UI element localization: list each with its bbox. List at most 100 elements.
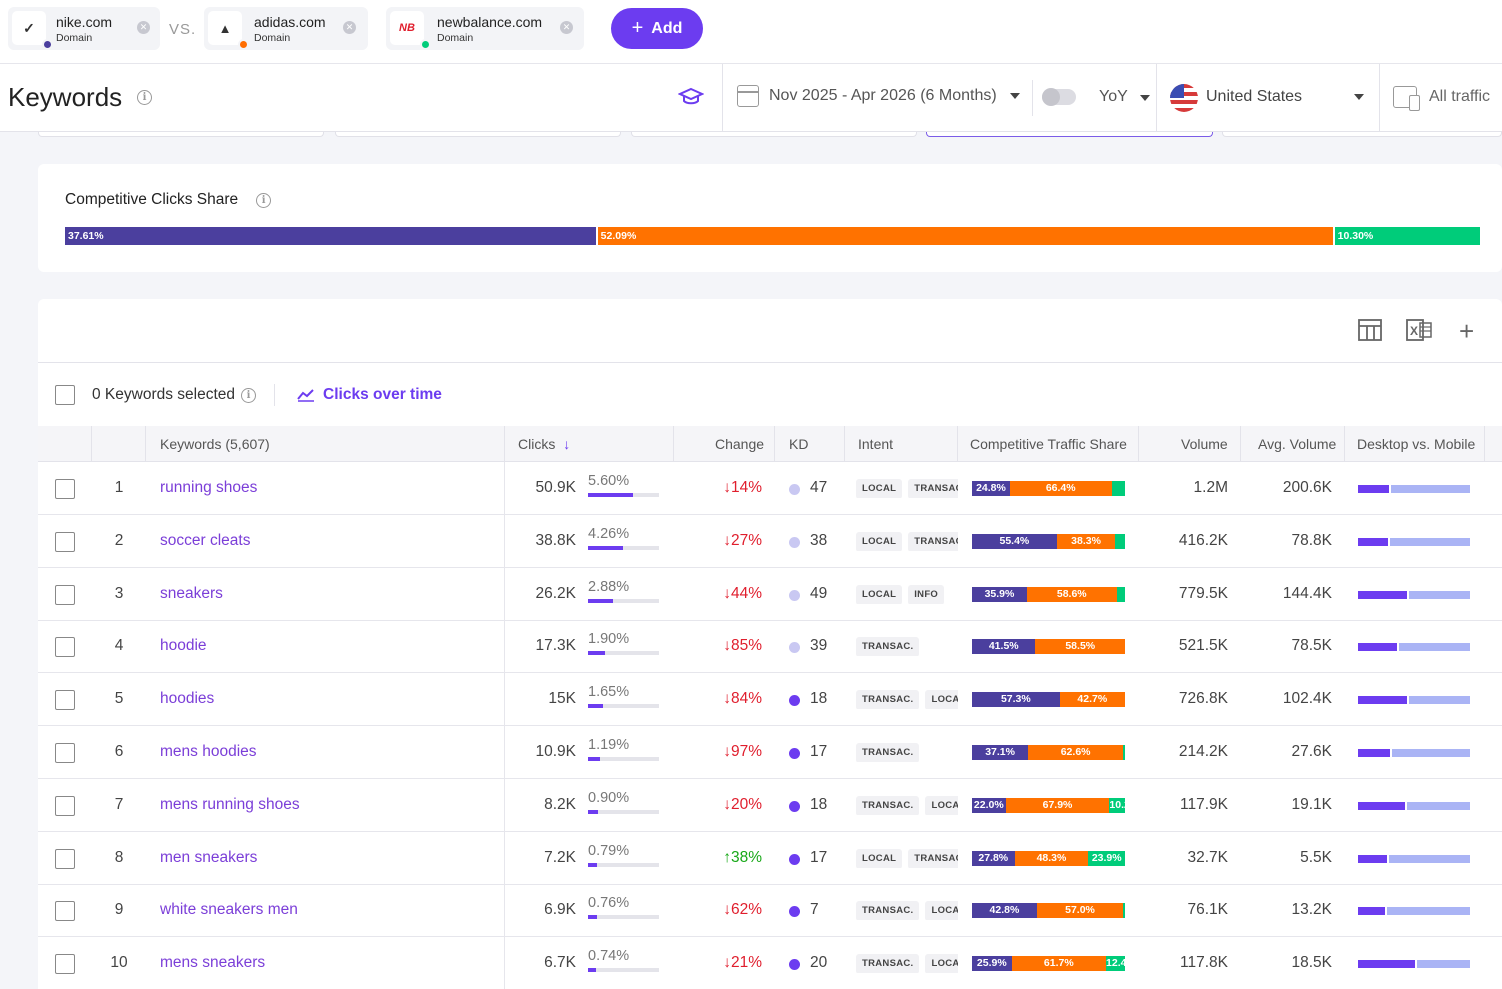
clicks-percent-bar (588, 651, 659, 656)
volume-value: 76.1K (1187, 901, 1228, 919)
keyword-link[interactable]: hoodies (160, 690, 215, 708)
excel-export-icon[interactable]: X (1406, 317, 1432, 349)
col-header-cts[interactable]: Competitive Traffic Share (970, 436, 1127, 452)
mobile-share (1417, 960, 1470, 969)
kd-value: 7 (810, 901, 819, 919)
add-domain-button[interactable]: + Add (611, 8, 703, 49)
country-label[interactable]: United States (1206, 88, 1303, 105)
mobile-share (1386, 907, 1470, 916)
keyword-link[interactable]: soccer cleats (160, 531, 251, 549)
row-checkbox[interactable] (55, 531, 75, 552)
page-title: Keywords i (8, 82, 152, 113)
remove-domain-icon[interactable]: ✕ (343, 21, 356, 34)
kd-value: 20 (810, 954, 828, 972)
date-range-picker[interactable]: Nov 2025 - Apr 2026 (6 Months) (737, 85, 1020, 107)
row-checkbox[interactable] (55, 954, 75, 975)
clicks-value: 6.9K (544, 901, 576, 919)
row-checkbox[interactable] (55, 584, 75, 605)
plus-icon[interactable]: + (1459, 316, 1475, 346)
keyword-link[interactable]: men sneakers (160, 848, 258, 866)
col-header-clicks[interactable]: Clicks ↓ (518, 436, 570, 452)
row-checkbox[interactable] (55, 690, 75, 711)
info-icon[interactable]: i (137, 90, 152, 105)
keyword-link[interactable]: sneakers (160, 584, 223, 602)
intent-badges: TRANSAC.LOCAL (856, 689, 958, 710)
kd-dot (789, 589, 800, 601)
traffic-select[interactable]: All traffic (1393, 86, 1490, 111)
change-value: ↓85% (723, 637, 762, 655)
row-number: 3 (114, 584, 124, 602)
volume-value: 416.2K (1178, 531, 1228, 549)
table-row[interactable]: 9 white sneakers men 6.9K 0.76% ↓62% 7 T… (38, 884, 1502, 938)
row-checkbox[interactable] (55, 637, 75, 658)
table-row[interactable]: 5 hoodies 15K 1.65% ↓84% 18 TRANSAC. LOCA… (38, 673, 1502, 727)
row-checkbox[interactable] (55, 479, 75, 499)
clicks-percent-fill (588, 545, 624, 550)
graduation-cap-icon[interactable] (677, 86, 705, 114)
col-header-intent[interactable]: Intent (858, 436, 894, 452)
table-row[interactable]: 3 sneakers 26.2K 2.88% ↓44% 49 LOCAL INFO… (38, 567, 1502, 621)
col-header-desktop-vs-mobile[interactable]: Desktop vs. Mobile (1357, 436, 1476, 452)
intent-badges: TRANSAC. (856, 636, 958, 657)
remove-domain-icon[interactable]: ✕ (137, 21, 150, 34)
domain-chip-nike[interactable]: ✓ nike.com Domain ✕ (8, 7, 160, 50)
clicks-over-time-button[interactable]: Clicks over time (297, 386, 442, 404)
keyword-link[interactable]: white sneakers men (160, 901, 298, 919)
intent-badge: LOCAL (856, 531, 903, 551)
cts-segment: 12.4% (1106, 956, 1125, 972)
col-header-keywords[interactable]: Keywords (5,607) (160, 436, 270, 452)
mobile-share (1392, 749, 1470, 757)
volume-value: 117.9K (1180, 795, 1228, 813)
domain-chip-adidas[interactable]: ▲ adidas.com Domain ✕ (204, 7, 368, 50)
divider (91, 426, 92, 462)
remove-domain-icon[interactable]: ✕ (560, 21, 573, 34)
intent-badge: LOCAL (925, 954, 958, 974)
cts-segment: 24.8% (972, 481, 1010, 496)
row-checkbox[interactable] (55, 848, 75, 869)
table-row[interactable]: 1 running shoes 50.9K 5.60% ↓14% 47 LOCA… (38, 462, 1502, 515)
avg-volume-value: 144.4K (1282, 584, 1332, 602)
competitive-traffic-share-bar: 25.9%61.7%12.4% (972, 956, 1125, 972)
avg-volume-value: 78.8K (1291, 531, 1332, 549)
row-checkbox[interactable] (55, 795, 75, 816)
row-number: 9 (114, 901, 124, 919)
row-checkbox[interactable] (55, 901, 75, 922)
table-columns-icon[interactable] (1358, 319, 1382, 347)
keyword-link[interactable]: mens running shoes (160, 795, 300, 813)
keyword-link[interactable]: hoodie (160, 637, 207, 655)
divider (504, 620, 505, 674)
clicks-percent-bar (588, 493, 659, 497)
table-row[interactable]: 10 mens sneakers 6.7K 0.74% ↓21% 20 TRAN… (38, 937, 1502, 989)
col-header-volume[interactable]: Volume (1181, 436, 1228, 452)
cts-segment: 38.3% (1056, 533, 1116, 549)
intent-badge: LOCAL (925, 795, 958, 815)
divider (38, 362, 1502, 363)
info-icon[interactable]: i (241, 387, 257, 403)
row-checkbox[interactable] (55, 743, 75, 763)
keyword-link[interactable]: mens hoodies (160, 743, 257, 760)
col-header-change[interactable]: Change (715, 436, 765, 452)
select-all-checkbox[interactable] (55, 385, 75, 405)
cts-segment: 27.8% (972, 850, 1015, 866)
table-row[interactable]: 6 mens hoodies 10.9K 1.19% ↓97% 17 TRANS… (38, 726, 1502, 779)
intent-badges: TRANSAC.LOCAL (856, 953, 958, 974)
col-header-kd[interactable]: KD (789, 436, 809, 452)
mobile-share (1409, 590, 1470, 599)
table-row[interactable]: 7 mens running shoes 8.2K 0.90% ↓20% 18 … (38, 778, 1502, 832)
chevron-down-icon[interactable] (1354, 94, 1364, 100)
comparison-select[interactable]: YoY (1099, 88, 1150, 106)
avg-volume-value: 19.1K (1291, 795, 1332, 813)
info-icon[interactable]: i (256, 192, 272, 208)
keyword-link[interactable]: mens sneakers (160, 954, 266, 972)
chevron-down-icon (1139, 95, 1150, 101)
col-header-avg-volume[interactable]: Avg. Volume (1258, 436, 1337, 452)
table-row[interactable]: 2 soccer cleats 38.8K 4.26% ↓27% 38 LOCA… (38, 514, 1502, 568)
compare-toggle[interactable] (1042, 88, 1076, 106)
divider (145, 426, 146, 462)
keywords-table-card: X + 0 Keywords selected i Clicks over ti… (38, 299, 1502, 989)
table-row[interactable]: 8 men sneakers 7.2K 0.79% ↑38% 17 LOCAL T… (38, 831, 1502, 885)
domain-chip-newbalance[interactable]: NB newbalance.com Domain ✕ (386, 7, 584, 50)
keyword-link[interactable]: running shoes (160, 479, 258, 496)
table-row[interactable]: 4 hoodie 17.3K 1.90% ↓85% 39 TRANSAC. 41… (38, 620, 1502, 674)
clicks-value: 50.9K (535, 479, 576, 496)
